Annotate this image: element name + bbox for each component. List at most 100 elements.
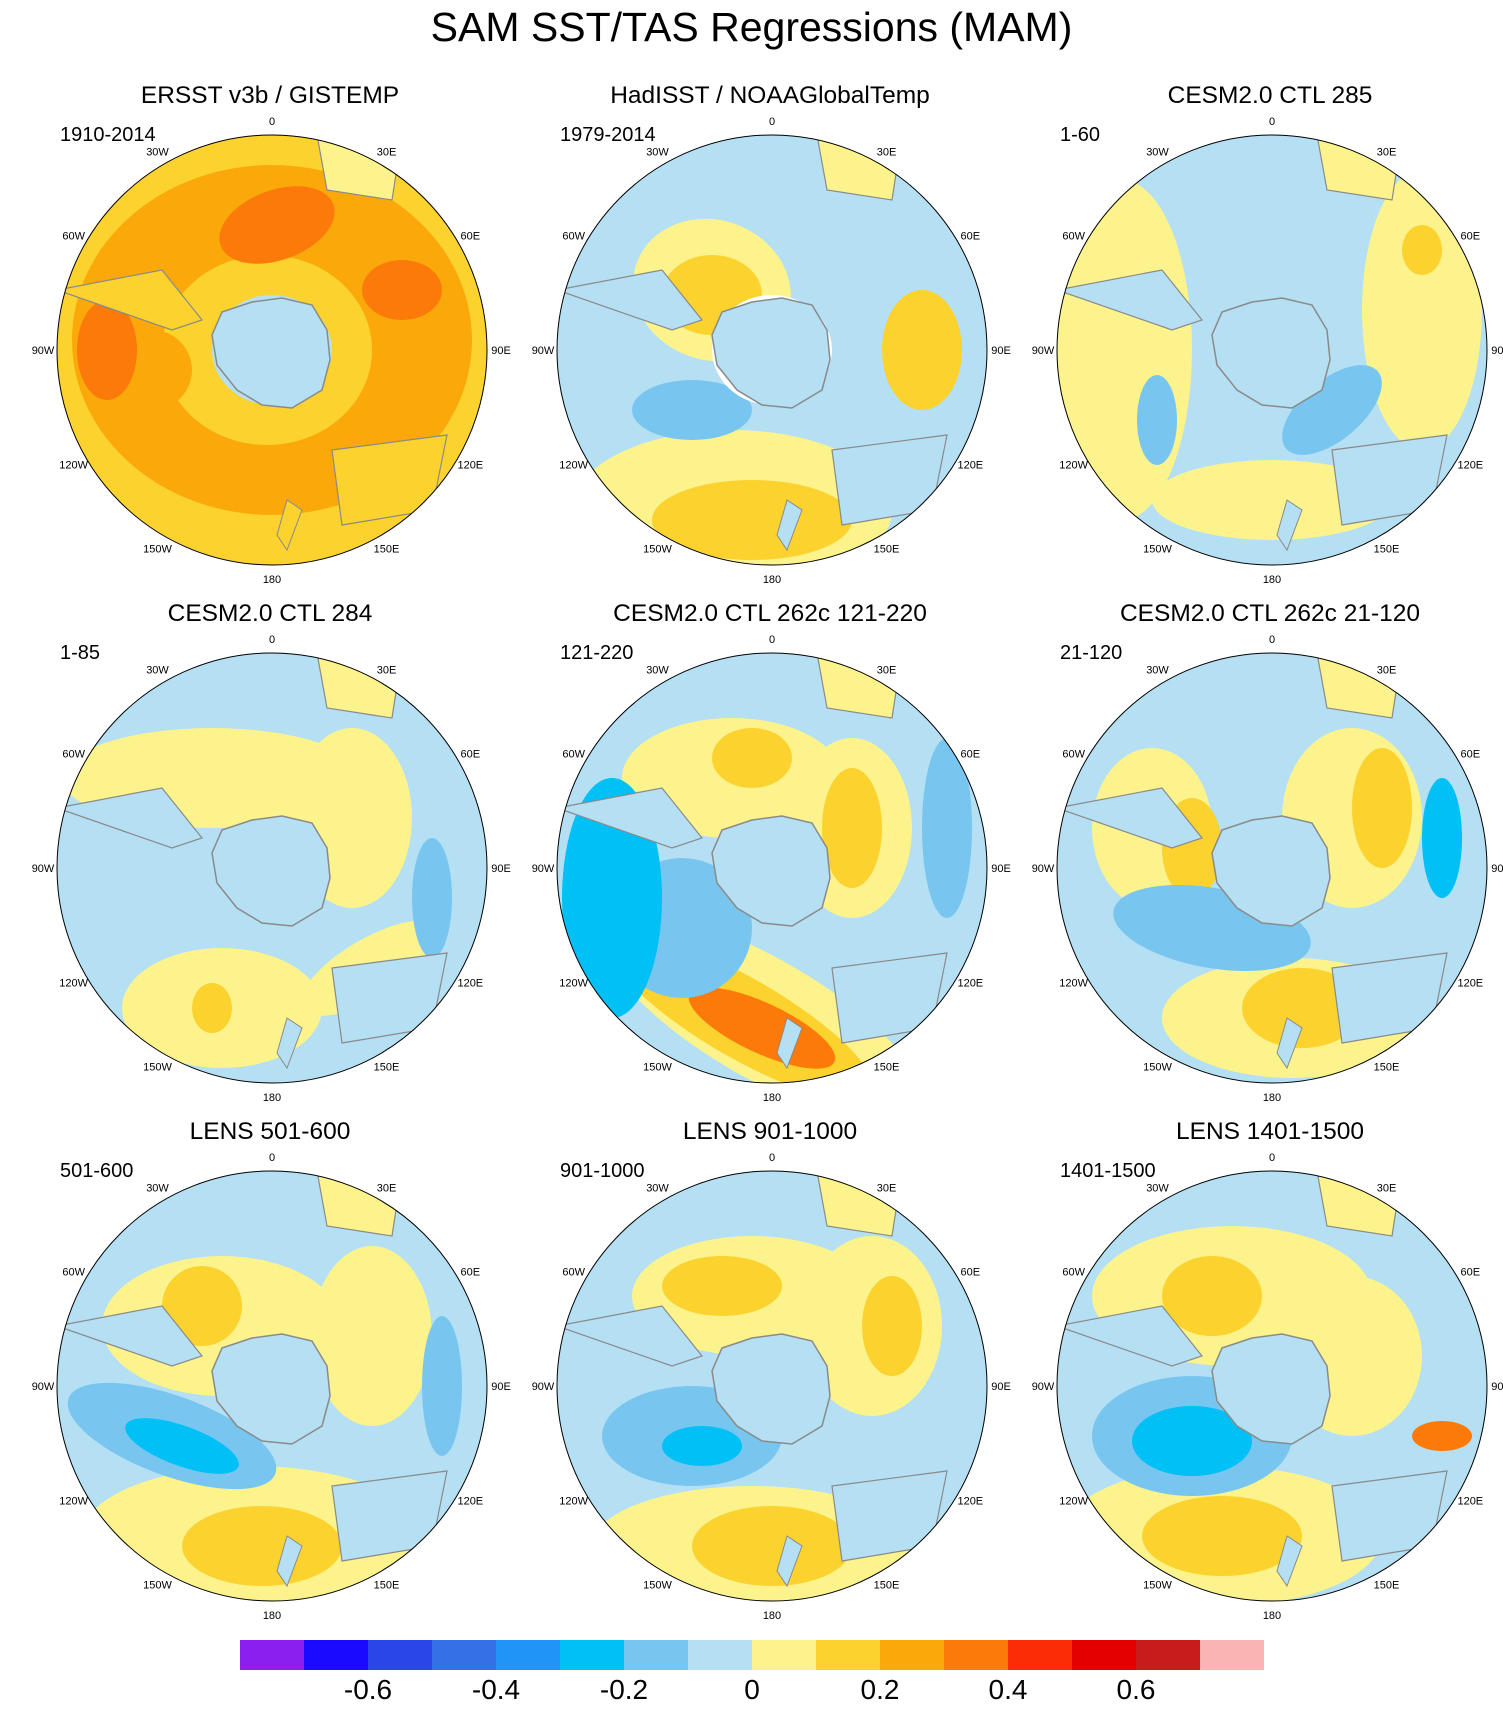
colorbar-tick-label: 0.2: [860, 1674, 900, 1705]
map-boundary: [1056, 134, 1488, 566]
polar-map: 0 30E 60E 90E 120E 150E 180 150W 120W 90W 60W 30W: [1032, 1152, 1503, 1622]
anomaly-contour: [1282, 365, 1382, 455]
longitude-label: 30W: [646, 1183, 669, 1195]
antarctica-land: [1211, 297, 1331, 409]
australia-land: [331, 952, 448, 1044]
longitude-label: 150W: [1143, 1579, 1172, 1591]
panel-period: 21-120: [1060, 642, 1123, 664]
longitude-label: 120W: [1059, 1496, 1088, 1508]
anomaly-contour: [422, 1316, 462, 1456]
antarctica-land: [711, 815, 831, 927]
colorbar-tick-label: -0.2: [599, 1674, 649, 1705]
antarctica-land: [211, 815, 331, 927]
south-america-land: [1057, 787, 1204, 849]
longitude-label: 0: [1269, 634, 1275, 646]
colorbar-swatch: [944, 1640, 1008, 1670]
longitude-label: 180: [1263, 1610, 1281, 1622]
longitude-label: 90W: [532, 1381, 555, 1393]
longitude-label: 120E: [957, 1496, 983, 1508]
anomaly-contour: [192, 983, 232, 1033]
longitude-label: 90E: [491, 345, 511, 357]
anomaly-contour: [688, 987, 836, 1069]
south-america-land: [1057, 1305, 1204, 1367]
africa-land: [1316, 653, 1403, 719]
panel-period: 1401-1500: [1060, 1160, 1156, 1182]
longitude-label: 60W: [62, 1267, 85, 1279]
longitude-label: 30W: [1146, 147, 1169, 159]
longitude-label: 90W: [1032, 345, 1055, 357]
colorbar-tick-label: -0.6: [343, 1674, 393, 1705]
longitude-label: 30E: [877, 665, 897, 677]
polar-map: 0 30E 60E 90E 120E 150E 180 150W 120W 90W 60W 30W: [532, 634, 1011, 1104]
map-panel: 0 30E 60E 90E 120E 150E 180 150W 120W 90W 60W 30W CE…: [1020, 600, 1503, 1104]
anomaly-contour: [1422, 778, 1462, 898]
colorbar-swatch: [560, 1640, 624, 1670]
longitude-label: 30E: [377, 147, 397, 159]
new-zealand-land: [1276, 1535, 1303, 1588]
anomaly-contour: [882, 290, 962, 410]
longitude-label: 60E: [1461, 1267, 1481, 1279]
map-panel: 0 30E 60E 90E 120E 150E 180 150W 120W 90W 60W 30W CE…: [1020, 82, 1503, 586]
map-boundary: [56, 652, 488, 1084]
longitude-label: 90W: [32, 345, 55, 357]
longitude-label: 60W: [562, 231, 585, 243]
panel-title: ERSST v3b / GISTEMP: [140, 82, 400, 109]
longitude-label: 90E: [1491, 345, 1503, 357]
longitude-label: 150E: [874, 543, 900, 555]
longitude-label: 120W: [559, 978, 588, 990]
panel-period: 121-220: [560, 642, 634, 664]
longitude-label: 0: [1269, 116, 1275, 128]
africa-land: [816, 1171, 903, 1237]
longitude-label: 120W: [59, 1496, 88, 1508]
longitude-label: 30W: [646, 665, 669, 677]
longitude-label: 120E: [457, 460, 483, 472]
longitude-label: 60E: [1461, 749, 1481, 761]
anomaly-contour: [1142, 1496, 1302, 1576]
longitude-label: 90W: [32, 863, 55, 875]
panel-period: 1-60: [1060, 124, 1101, 146]
new-zealand-land: [776, 1017, 803, 1070]
longitude-label: 0: [269, 1152, 275, 1164]
south-america-land: [557, 1305, 704, 1367]
longitude-label: 90E: [491, 863, 511, 875]
australia-land: [331, 434, 448, 526]
australia-land: [331, 1470, 448, 1562]
longitude-label: 30E: [377, 665, 397, 677]
polar-map: 0 30E 60E 90E 120E 150E 180 150W 120W 90W 60W 30W: [1032, 634, 1503, 1104]
panel-title: LENS 501-600: [189, 1118, 351, 1145]
polar-map: 0 30E 60E 90E 120E 150E 180 150W 120W 90W 60W 30W: [532, 116, 1011, 586]
longitude-label: 150W: [643, 1061, 672, 1073]
longitude-label: 60W: [1062, 749, 1085, 761]
map-panel: 0 30E 60E 90E 120E 150E 180 150W 120W 90W 60W 30W CE…: [20, 600, 520, 1104]
south-america-land: [57, 269, 204, 331]
antarctica-land: [1211, 1333, 1331, 1445]
longitude-label: 180: [763, 574, 781, 586]
colorbar-tick-label: -0.4: [471, 1674, 521, 1705]
panel-period: 1979-2014: [560, 124, 656, 146]
longitude-label: 150E: [1374, 543, 1400, 555]
map-boundary: [556, 1170, 988, 1602]
africa-land: [1316, 1171, 1403, 1237]
panel-period: 1-85: [60, 642, 101, 664]
longitude-label: 60E: [961, 231, 981, 243]
colorbar-swatch: [624, 1640, 688, 1670]
longitude-label: 0: [769, 634, 775, 646]
longitude-label: 30W: [146, 665, 169, 677]
antarctica-land: [711, 1333, 831, 1445]
anomaly-contour: [712, 728, 792, 788]
australia-land: [1331, 1470, 1448, 1562]
africa-land: [816, 653, 903, 719]
longitude-label: 180: [1263, 1092, 1281, 1104]
longitude-label: 90E: [1491, 1381, 1503, 1393]
colorbar-swatch: [752, 1640, 816, 1670]
colorbar-swatch: [1136, 1640, 1200, 1670]
longitude-label: 0: [1269, 1152, 1275, 1164]
south-america-land: [57, 1305, 204, 1367]
new-zealand-land: [1276, 499, 1303, 552]
panel-title: LENS 1401-1500: [1176, 1118, 1364, 1145]
longitude-label: 120W: [59, 460, 88, 472]
new-zealand-land: [276, 499, 303, 552]
anomaly-contour: [1242, 968, 1362, 1048]
australia-land: [1331, 952, 1448, 1044]
longitude-label: 120E: [1457, 978, 1483, 990]
